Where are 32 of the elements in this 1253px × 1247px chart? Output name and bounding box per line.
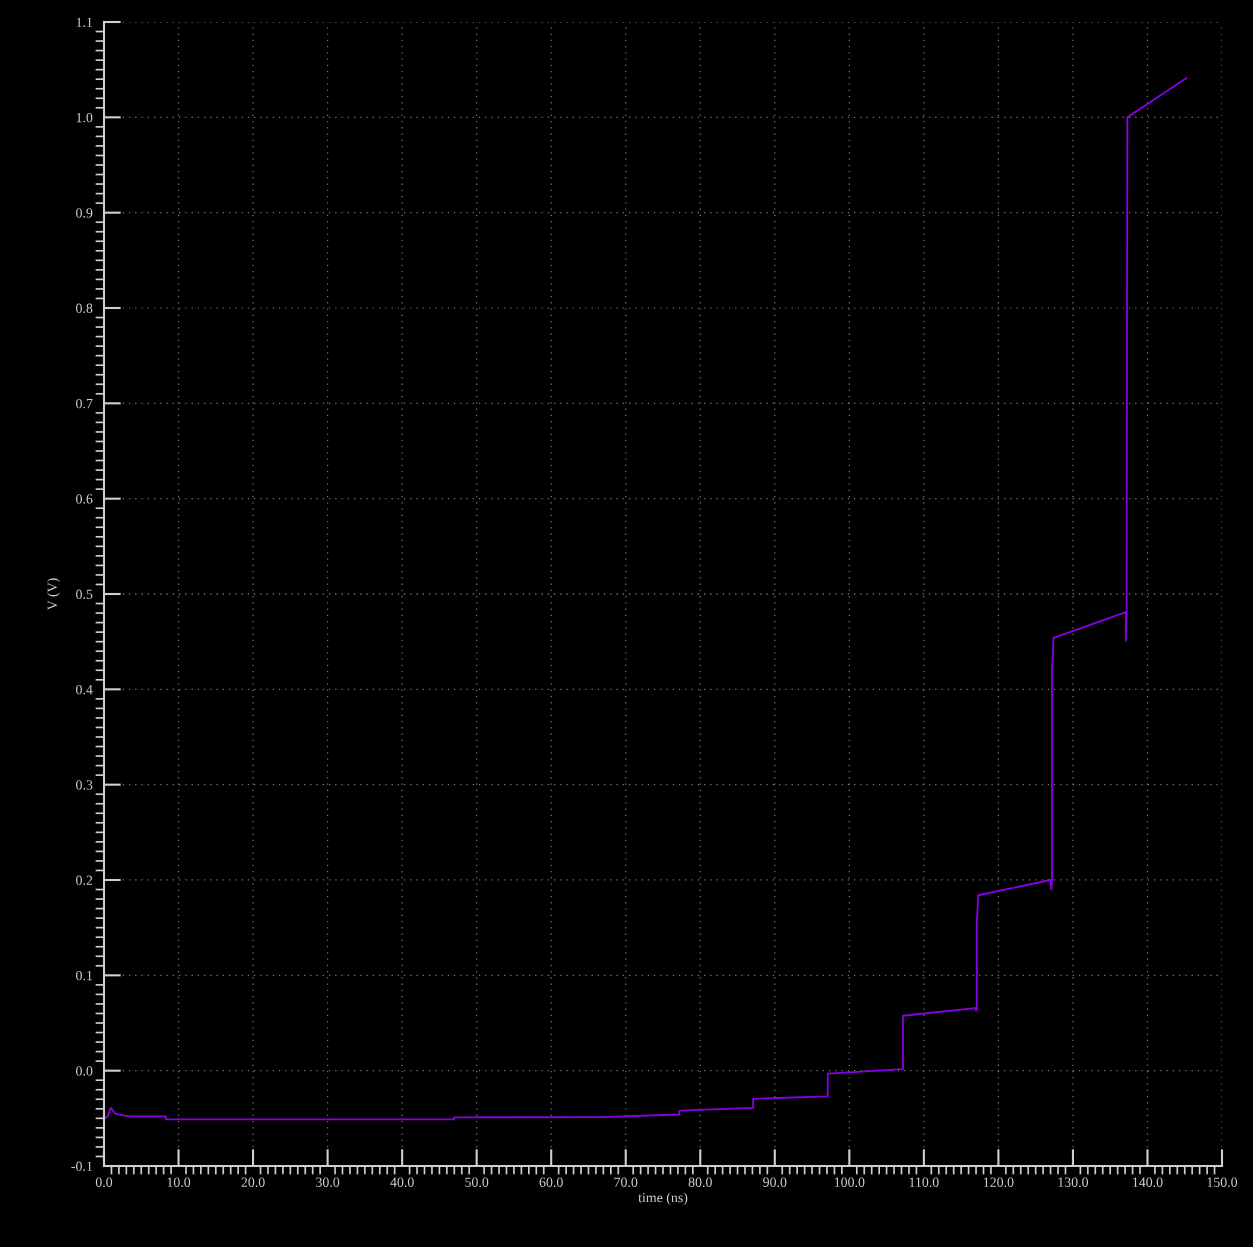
y-tick-label: 0.0: [76, 1066, 93, 1076]
y-tick-label: 0.3: [76, 780, 93, 790]
y-tick-label: 0.4: [76, 684, 93, 695]
y-tick-label: 0.2: [76, 875, 93, 886]
line-series: [104, 77, 1188, 1121]
x-tick-label: 40.0: [390, 1177, 414, 1187]
x-tick-label: 140.0: [1133, 1177, 1163, 1187]
y-tick-label: 0.5: [76, 589, 93, 600]
y-axis-title: V (V): [47, 578, 60, 611]
x-tick-label: 80.0: [688, 1177, 712, 1187]
y-tick-label: 0.9: [76, 208, 93, 218]
x-tick-label: 90.0: [763, 1177, 787, 1187]
x-tick-label: 110.0: [909, 1177, 939, 1187]
x-tick-label: 130.0: [1058, 1177, 1089, 1187]
y-tick-label: 1.0: [76, 112, 93, 123]
y-tick-label: -0.1: [71, 1161, 93, 1172]
x-tick-label: 30.0: [316, 1177, 340, 1187]
x-tick-label: 50.0: [465, 1177, 489, 1187]
y-tick-label: 0.1: [76, 970, 93, 981]
x-tick-label: 10.0: [167, 1177, 191, 1187]
x-tick-label: 0.0: [95, 1177, 113, 1187]
x-tick-label: 150.0: [1207, 1177, 1238, 1187]
x-tick-label: 20.0: [241, 1177, 265, 1187]
y-tick-label: 0.8: [76, 303, 93, 314]
y-tick-label: 1.1: [76, 17, 93, 28]
x-tick-label: 70.0: [614, 1177, 638, 1187]
x-tick-label: 100.0: [834, 1177, 865, 1187]
y-tick-label: 0.7: [76, 398, 93, 409]
y-tick-label: 0.6: [76, 494, 93, 504]
x-tick-label: 120.0: [984, 1177, 1014, 1187]
x-tick-label: 60.0: [539, 1177, 563, 1187]
x-axis-title: time (ns): [638, 1192, 688, 1206]
